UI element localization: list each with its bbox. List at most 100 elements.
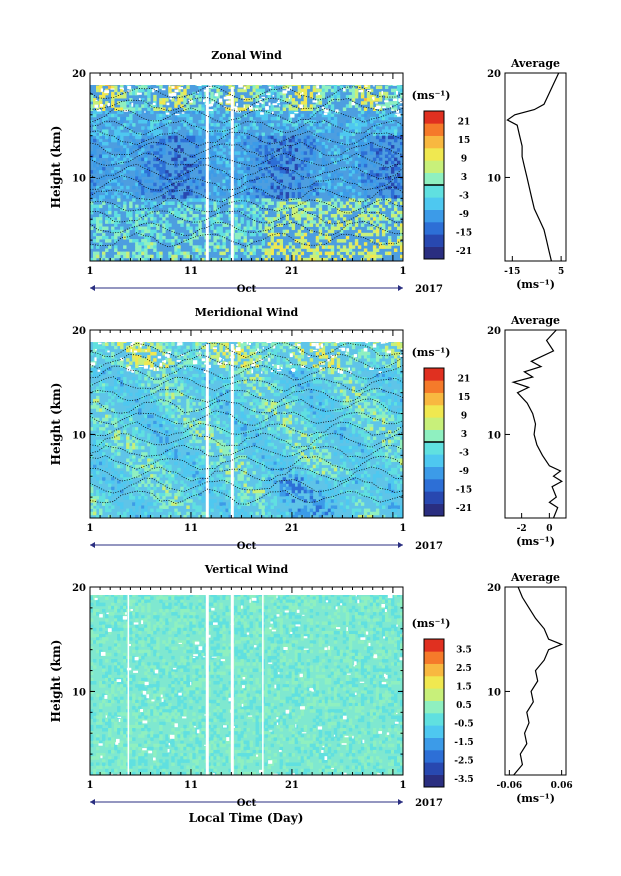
heatmap-cell — [138, 342, 142, 347]
data-gap — [188, 100, 193, 103]
profile-frame — [504, 72, 567, 262]
heatmap-cell — [207, 232, 211, 237]
heatmap-cell — [282, 380, 287, 384]
heatmap-cell — [336, 198, 341, 202]
heatmap-cell — [129, 220, 133, 224]
heatmap-cell — [393, 101, 398, 105]
heatmap-cell — [105, 101, 109, 105]
heatmap-cell — [225, 232, 229, 237]
heatmap-cell — [303, 88, 308, 93]
heatmap-cell — [381, 229, 386, 234]
heatmap-cell — [243, 364, 247, 368]
heatmap-cell — [207, 408, 211, 412]
heatmap-cell — [396, 370, 401, 375]
heatmap-cell — [363, 361, 368, 365]
heatmap-cell — [330, 198, 335, 202]
heatmap-cell — [387, 226, 392, 231]
heatmap-cell — [270, 220, 274, 224]
heatmap-cell — [90, 414, 94, 419]
heatmap-cell — [141, 395, 145, 400]
data-gap — [271, 111, 274, 114]
heatmap-cell — [255, 163, 259, 168]
heatmap-cell — [216, 411, 220, 415]
heatmap-cell — [225, 383, 229, 387]
heatmap-cell — [306, 242, 311, 246]
heatmap-cell — [372, 223, 377, 227]
heatmap-cell — [366, 417, 371, 422]
heatmap-cell — [213, 398, 217, 403]
heatmap-cell — [342, 411, 347, 415]
heatmap-cell — [357, 192, 362, 196]
heatmap-cell — [336, 364, 341, 368]
heatmap-cell — [162, 392, 166, 397]
heatmap-cell — [315, 248, 320, 252]
heatmap-cell — [372, 436, 377, 441]
heatmap-cell — [378, 116, 383, 121]
heatmap-cell — [378, 204, 383, 209]
heatmap-cell — [99, 214, 103, 218]
heatmap-cell — [369, 145, 374, 149]
zero-contour — [90, 141, 403, 158]
heatmap-cell — [270, 257, 274, 261]
heatmap-cell — [360, 449, 365, 453]
heatmap-cell — [297, 145, 302, 149]
heatmap-cell — [198, 129, 202, 133]
heatmap-cell — [351, 88, 356, 93]
data-gap — [343, 87, 346, 92]
heatmap-cell — [225, 342, 229, 347]
heatmap-cell — [126, 151, 130, 155]
heatmap-cell — [147, 442, 151, 447]
heatmap-cell — [141, 195, 145, 199]
heatmap-cell — [258, 91, 262, 96]
heatmap-cell — [399, 141, 403, 146]
heatmap-cell — [111, 257, 115, 261]
heatmap-cell — [93, 182, 97, 187]
heatmap-cell — [342, 148, 347, 152]
heatmap-cell — [372, 148, 377, 152]
heatmap-cell — [222, 342, 226, 347]
heatmap-cell — [369, 239, 374, 243]
heatmap-cell — [198, 91, 202, 96]
heatmap-cell — [108, 370, 112, 375]
heatmap-cell — [135, 210, 139, 215]
heatmap-cell — [345, 445, 350, 450]
heatmap-cell — [120, 251, 124, 256]
heatmap-cell — [225, 449, 229, 453]
zero-contour — [90, 198, 403, 214]
heatmap-cell — [273, 129, 277, 133]
heatmap-cell — [216, 160, 220, 165]
heatmap-cell — [180, 427, 184, 431]
heatmap-cell — [180, 120, 184, 124]
heatmap-cell — [363, 402, 368, 406]
heatmap-cell — [225, 257, 229, 261]
heatmap-cell — [276, 210, 281, 215]
heatmap-cell — [153, 430, 157, 434]
heatmap-cell — [234, 245, 238, 249]
heatmap-cell — [390, 192, 395, 196]
heatmap-cell — [252, 398, 256, 403]
heatmap-cell — [186, 198, 190, 202]
heatmap-cell — [330, 358, 335, 362]
heatmap-cell — [177, 176, 181, 180]
heatmap-cell — [363, 364, 368, 368]
heatmap-cell — [165, 414, 169, 419]
heatmap-cell — [243, 414, 247, 419]
heatmap-cell — [267, 185, 271, 190]
heatmap-cell — [396, 160, 401, 165]
heatmap-cell — [273, 392, 277, 397]
heatmap-cell — [378, 427, 383, 431]
heatmap-cell — [360, 116, 365, 121]
heatmap-cell — [384, 195, 389, 199]
heatmap-cell — [150, 449, 154, 453]
heatmap-cell — [162, 101, 166, 105]
heatmap-cell — [381, 129, 386, 133]
heatmap-cell — [270, 163, 274, 168]
heatmap-cell — [348, 104, 353, 108]
heatmap-cell — [123, 207, 127, 212]
heatmap-cell — [363, 151, 368, 155]
heatmap-cell — [114, 436, 118, 441]
heatmap-cell — [255, 245, 259, 249]
heatmap-cell — [309, 91, 314, 96]
heatmap-cell — [111, 417, 115, 422]
